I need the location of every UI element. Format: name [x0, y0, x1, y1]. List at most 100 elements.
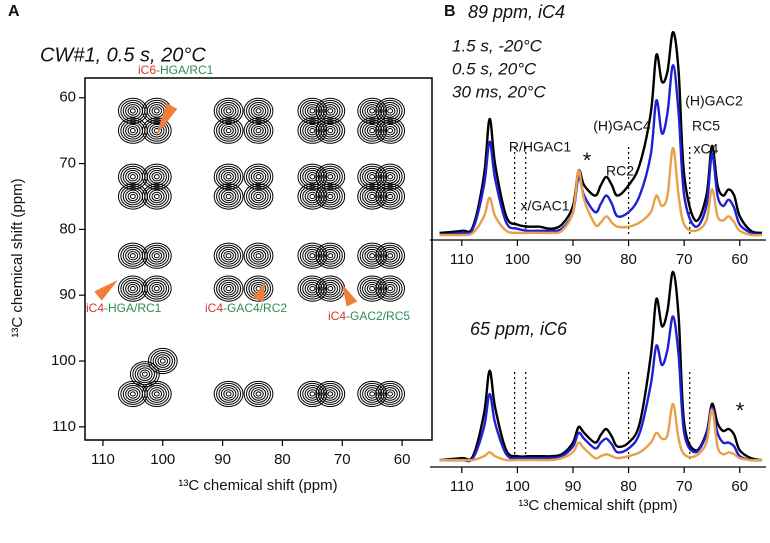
contour-line [243, 97, 274, 125]
contour-line [220, 104, 237, 118]
contour-line [246, 382, 271, 405]
contour-line [377, 244, 403, 267]
contour-line [218, 102, 239, 120]
spectrum-line [439, 63, 763, 237]
contour-line [327, 253, 334, 259]
contour-line [153, 174, 160, 180]
contour-line [149, 281, 165, 296]
annotation-text: -GAC2/RC5 [346, 309, 410, 323]
contour-line [322, 104, 338, 118]
contour-line [139, 369, 151, 379]
cross-peak [375, 97, 406, 125]
x-tick-label: 80 [274, 451, 291, 468]
contour-line [243, 242, 274, 269]
contour-line [359, 119, 385, 142]
contour-line [320, 121, 341, 140]
legend-entry: 0.5 s, 20°C [452, 59, 537, 78]
contour-line [129, 193, 136, 200]
contour-line [320, 102, 341, 120]
cross-peak [141, 242, 172, 269]
contour-line [307, 251, 318, 261]
contour-line [223, 389, 234, 399]
contour-line [366, 172, 378, 182]
contour-line [304, 281, 321, 296]
contour-line [149, 169, 165, 184]
contour-line [297, 97, 328, 125]
contour-line [317, 244, 343, 267]
cross-peak [213, 97, 244, 125]
contour-line [246, 119, 271, 142]
contour-line [146, 279, 167, 298]
cross-peak [297, 183, 328, 210]
cross-peak [141, 117, 172, 144]
contour-line [125, 387, 141, 401]
contour-line [146, 187, 167, 206]
contour-line [322, 387, 338, 401]
contour-line [299, 185, 325, 208]
cross-peak [129, 361, 160, 388]
panel-label: B [444, 3, 456, 20]
contour-line [382, 123, 398, 138]
contour-line [375, 183, 406, 210]
contour-line [127, 389, 139, 399]
contour-line [309, 286, 316, 292]
contour-line [225, 108, 232, 114]
contour-line [302, 246, 323, 265]
cross-peak [243, 117, 274, 144]
contour-line [129, 253, 136, 259]
contour-line [159, 358, 166, 364]
annotation: * [583, 148, 592, 173]
cross-peak [375, 380, 406, 408]
contour-line [213, 275, 244, 302]
contour-line [364, 248, 380, 263]
contour-line [317, 119, 343, 142]
contour-line [302, 102, 323, 120]
annotation-arrow [342, 284, 358, 307]
spectrum-line [439, 270, 763, 462]
contour-line [218, 385, 239, 403]
contour-line [322, 123, 338, 138]
contour-line [151, 251, 163, 261]
x-tick-label: 100 [505, 478, 530, 495]
contour-line [307, 283, 318, 294]
contour-line [218, 187, 239, 206]
contour-line [369, 108, 376, 114]
contour-line [218, 121, 239, 140]
contour-line [151, 106, 163, 116]
contour-line [297, 275, 328, 302]
contour-line [369, 193, 376, 200]
x-tick-label: 80 [620, 478, 637, 495]
contour-line [324, 125, 336, 136]
y-tick-label: 80 [59, 220, 76, 237]
contour-line [382, 169, 398, 184]
cross-peak [357, 163, 388, 190]
contour-line [357, 163, 388, 190]
contour-line [359, 244, 385, 267]
annotation: iC6-HGA/RC1 [138, 63, 214, 77]
contour-line [387, 391, 394, 397]
contour-line [153, 286, 160, 292]
contour-line [304, 123, 321, 138]
cross-peak [117, 242, 148, 269]
contour-line [248, 167, 269, 186]
cross-peak [243, 97, 274, 125]
cross-peak [315, 183, 346, 210]
contour-line [357, 242, 388, 269]
contour-line [357, 183, 388, 210]
contour-line [129, 286, 136, 292]
contour-line [149, 123, 165, 138]
contour-line [387, 174, 394, 180]
annotation-prefix: iC4 [205, 301, 223, 315]
contour-line [213, 97, 244, 125]
cross-peak [315, 163, 346, 190]
cross-peak [357, 275, 388, 302]
contour-line [297, 183, 328, 210]
cross-peak [141, 275, 172, 302]
annotation-prefix: iC4 [328, 309, 346, 323]
contour-line [384, 251, 396, 261]
contour-line [213, 183, 244, 210]
contour-line [141, 371, 148, 377]
contour-line [309, 193, 316, 200]
contour-line [322, 281, 338, 296]
